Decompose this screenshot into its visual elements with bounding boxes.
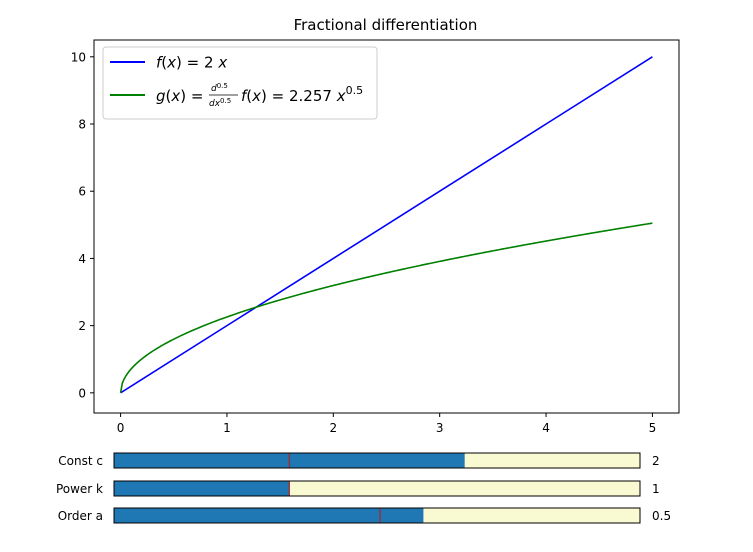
slider-label: Power k bbox=[56, 482, 103, 496]
legend: f(x) = 2 x g(x) = d0.5 dx0.5 f(x) = 2.25… bbox=[102, 46, 378, 120]
x-tick-label: 2 bbox=[329, 421, 337, 435]
y-tick-label: 4 bbox=[78, 252, 86, 266]
svg-text:g(x) =: g(x) = bbox=[156, 87, 203, 105]
legend-box bbox=[102, 46, 378, 120]
x-tick-label: 5 bbox=[649, 421, 657, 435]
series-layer bbox=[119, 56, 653, 394]
slider-panel: Const c 2 Power k 1 Order a 0.5 bbox=[56, 452, 671, 524]
series-line-f bbox=[120, 56, 653, 394]
x-tick-label: 3 bbox=[436, 421, 444, 435]
slider-border bbox=[113, 452, 641, 469]
slider-value: 0.5 bbox=[652, 509, 671, 523]
slider-power-k[interactable]: Power k 1 bbox=[56, 480, 660, 497]
y-axis: 0 2 4 6 8 10 bbox=[71, 50, 94, 400]
slider-value: 1 bbox=[652, 482, 660, 496]
y-tick-label: 8 bbox=[78, 118, 86, 132]
legend-label-g: g(x) = d0.5 dx0.5 f(x) = 2.257 x0.5 bbox=[156, 82, 363, 109]
plot-area: 0 1 2 3 4 5 0 2 4 6 8 10 bbox=[71, 39, 680, 435]
slider-fill[interactable] bbox=[114, 508, 424, 523]
legend-label-f: f(x) = 2 x bbox=[156, 54, 227, 72]
slider-order-a[interactable]: Order a 0.5 bbox=[58, 507, 671, 524]
series-line-g bbox=[119, 222, 653, 393]
chart-title: Fractional differentiation bbox=[294, 16, 478, 34]
svg-text:dx0.5: dx0.5 bbox=[209, 97, 231, 109]
svg-text:f(x) = 2.257 x0.5: f(x) = 2.257 x0.5 bbox=[241, 84, 363, 105]
slider-const-c[interactable]: Const c 2 bbox=[58, 452, 660, 469]
y-tick-label: 10 bbox=[71, 50, 86, 64]
svg-text:d0.5: d0.5 bbox=[211, 82, 228, 94]
y-tick-label: 0 bbox=[78, 386, 86, 400]
slider-border bbox=[113, 480, 641, 497]
slider-value: 2 bbox=[652, 454, 660, 468]
x-axis: 0 1 2 3 4 5 bbox=[117, 413, 656, 435]
slider-label: Order a bbox=[58, 509, 103, 523]
x-tick-label: 4 bbox=[542, 421, 550, 435]
x-tick-label: 0 bbox=[117, 421, 125, 435]
x-tick-label: 1 bbox=[223, 421, 231, 435]
y-tick-label: 6 bbox=[78, 185, 86, 199]
slider-border bbox=[113, 507, 641, 524]
plot-frame bbox=[93, 39, 680, 414]
slider-label: Const c bbox=[58, 454, 103, 468]
y-tick-label: 2 bbox=[78, 319, 86, 333]
slider-fill[interactable] bbox=[114, 481, 290, 496]
